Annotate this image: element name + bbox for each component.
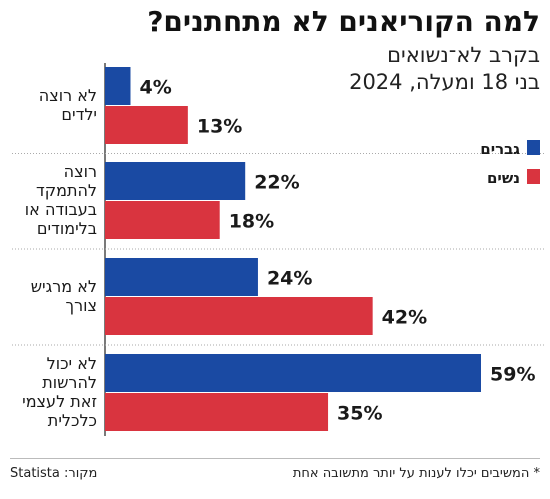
category-label: להתמקד [36,181,97,200]
bar-women [105,201,220,239]
bar-men [105,354,481,392]
legend-label: גברים [480,140,520,158]
data-label: 24% [267,268,312,290]
category-label: לא יכול [47,354,97,373]
category-label: רוצה [64,162,97,181]
category-label: להרשות [42,373,97,392]
data-label: 4% [139,77,171,99]
source-credit: מקור: Statista [10,466,98,481]
bar-women [105,393,329,431]
category-label: לא רוצה [39,86,97,105]
chart-title: למה הקוריאנים לא מתחתנים? [147,5,540,38]
bar-men [105,162,246,200]
legend-swatch-men [527,140,540,155]
data-label: 35% [337,403,382,425]
category-label: כלכלית [48,411,97,430]
category-label: בלימודים [37,219,97,238]
footnote: * המשיבים יכלו לענות על יותר מתשובה אחת [292,466,540,481]
category-label: צורך [66,296,97,315]
bar-men [105,258,258,296]
legend-label: נשים [487,169,520,187]
data-label: 42% [382,307,427,329]
data-label: 18% [229,211,274,233]
category-label: לא מרגיש [31,277,97,296]
subtitle-line-2: בני 18 ומעלה, 2024 [349,70,540,94]
bar-women [105,297,373,335]
category-label: ילדים [61,105,97,124]
category-label: זאת לעצמי [22,392,97,411]
bar-men [105,67,131,105]
legend-swatch-women [527,169,540,184]
data-label: 59% [490,364,535,386]
subtitle-line-1: בקרב לא־נשואים [387,43,540,67]
data-label: 13% [197,116,242,138]
footer-divider [10,458,540,459]
chart-subtitle: בקרב לא־נשואים בני 18 ומעלה, 2024 [260,42,540,96]
category-label: בעבודה או [25,200,97,219]
data-label: 22% [254,172,299,194]
bar-women [105,106,188,144]
